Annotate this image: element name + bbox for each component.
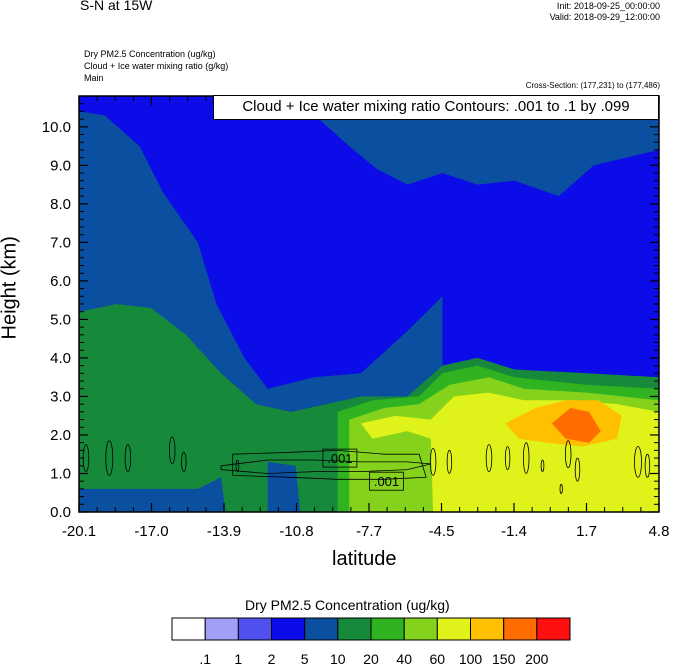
colorbar-swatch bbox=[237, 617, 273, 641]
y-tick-label: 0.0 bbox=[50, 504, 71, 521]
init-time: Init: 2018-09-25_00:00:00 bbox=[556, 1, 660, 11]
contour-ellipse bbox=[168, 436, 176, 465]
colorbar-swatch bbox=[304, 617, 339, 641]
x-tick-label: -13.9 bbox=[207, 523, 241, 540]
colorbar-label: .1 bbox=[199, 651, 211, 667]
y-tick-label: 2.0 bbox=[50, 427, 71, 444]
contour-label-box bbox=[369, 471, 404, 491]
region-left-dark-blue bbox=[79, 111, 443, 412]
contour-band bbox=[232, 449, 427, 480]
colorbar-label: 20 bbox=[363, 651, 379, 667]
main-title: S-N at 15W bbox=[80, 0, 153, 13]
field-name-1: Dry PM2.5 Concentration (ug/kg) bbox=[84, 49, 216, 59]
x-tick-label: 4.8 bbox=[649, 523, 670, 540]
colorbar-swatch bbox=[503, 617, 538, 641]
x-tick-label: -20.1 bbox=[62, 523, 96, 540]
y-tick-label: 6.0 bbox=[50, 273, 71, 290]
x-axis-title: latitude bbox=[332, 548, 397, 570]
y-tick-label: 5.0 bbox=[50, 311, 71, 328]
contour-lines bbox=[82, 436, 651, 494]
field-name-3: Main bbox=[84, 73, 104, 83]
region-upper-dark-blue bbox=[277, 96, 659, 197]
y-tick-label: 1.0 bbox=[50, 465, 71, 482]
x-tick-label: -7.7 bbox=[356, 523, 382, 540]
contour-ellipse bbox=[504, 446, 511, 471]
heatmap-regions bbox=[79, 96, 659, 512]
contour-ellipse bbox=[124, 444, 132, 473]
y-tick-label: 3.0 bbox=[50, 388, 71, 405]
x-tick-label: 1.7 bbox=[576, 523, 597, 540]
colorbar-label: 1 bbox=[234, 651, 242, 667]
colorbar-swatch bbox=[204, 617, 239, 641]
contour-ellipse bbox=[429, 447, 437, 476]
colorbar-swatch bbox=[271, 617, 306, 641]
region-bottom-blue-mid bbox=[267, 461, 301, 512]
y-tick-label: 4.0 bbox=[50, 350, 71, 367]
colorbar-swatch bbox=[171, 617, 206, 641]
region-bottom-blue-left bbox=[79, 477, 226, 512]
colorbar-label: 200 bbox=[525, 651, 549, 667]
contour-ellipse bbox=[181, 451, 187, 472]
contour-label-box bbox=[322, 448, 358, 468]
contour-ellipse bbox=[634, 446, 642, 478]
y-tick-label: 10.0 bbox=[42, 119, 71, 136]
colorbar-swatch bbox=[403, 617, 438, 641]
colorbar-label: 40 bbox=[396, 651, 412, 667]
valid-time: Valid: 2018-09-29_12:00:00 bbox=[549, 12, 660, 22]
x-tick-label: -17.0 bbox=[134, 523, 168, 540]
y-tick-label: 9.0 bbox=[50, 157, 71, 174]
colorbar-swatch bbox=[370, 617, 405, 641]
colorbar-label: 2 bbox=[268, 651, 276, 667]
colorbar-swatch bbox=[536, 617, 571, 641]
colorbar-label: 100 bbox=[459, 651, 483, 667]
contour-label: .001 bbox=[374, 474, 399, 489]
colorbar-swatch bbox=[337, 617, 372, 641]
colorbar: .1 1 2 5 10 20 40 60 100 150 200 bbox=[171, 617, 571, 667]
x-tick-label: -10.8 bbox=[279, 523, 313, 540]
contour-ellipse bbox=[559, 483, 563, 494]
colorbar-label: 150 bbox=[492, 651, 516, 667]
colorbar-title: Dry PM2.5 Concentration (ug/kg) bbox=[245, 597, 450, 613]
contour-ellipse bbox=[485, 444, 493, 473]
colorbar-label: 10 bbox=[330, 651, 346, 667]
x-tick-label: -4.5 bbox=[429, 523, 455, 540]
x-tick-label: -1.4 bbox=[501, 523, 527, 540]
contour-ellipse bbox=[574, 457, 581, 482]
contour-ellipse bbox=[235, 459, 240, 473]
contour-labels: .001 .001 bbox=[322, 448, 404, 491]
colorbar-label: 5 bbox=[301, 651, 309, 667]
y-tick-label: 8.0 bbox=[50, 196, 71, 213]
contour-ellipse bbox=[565, 440, 572, 469]
y-tick-label: 7.0 bbox=[50, 234, 71, 251]
cross-section-label: Cross-Section: (177,231) to (177,486) bbox=[525, 81, 660, 90]
y-axis-title: Height (km) bbox=[0, 236, 21, 340]
colorbar-swatch bbox=[436, 617, 471, 641]
contour-ellipse bbox=[523, 442, 530, 474]
region-dark-orange bbox=[551, 408, 601, 443]
contour-ellipse bbox=[540, 459, 545, 473]
colorbar-label: 60 bbox=[430, 651, 446, 667]
contour-band bbox=[220, 459, 431, 474]
contour-ellipse bbox=[105, 440, 114, 476]
contour-label: .001 bbox=[327, 451, 352, 466]
contour-ellipse bbox=[446, 449, 453, 474]
contour-info-box: Cloud + Ice water mixing ratio Contours:… bbox=[213, 95, 659, 120]
colorbar-swatch bbox=[470, 617, 505, 641]
contour-ellipse bbox=[644, 453, 651, 478]
field-name-2: Cloud + Ice water mixing ratio (g/kg) bbox=[84, 61, 229, 71]
